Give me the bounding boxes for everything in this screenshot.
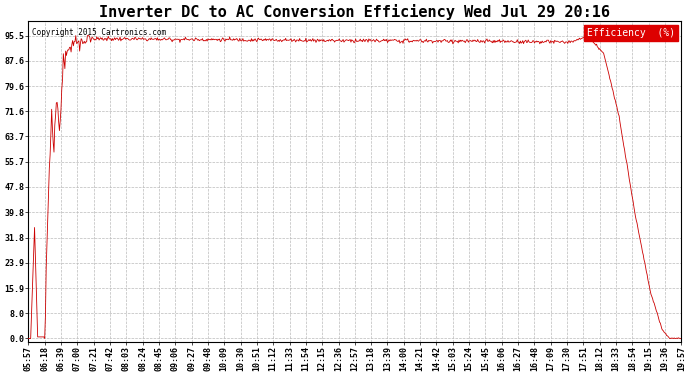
Title: Inverter DC to AC Conversion Efficiency Wed Jul 29 20:16: Inverter DC to AC Conversion Efficiency … bbox=[99, 4, 611, 20]
Text: Copyright 2015 Cartronics.com: Copyright 2015 Cartronics.com bbox=[32, 28, 166, 37]
Text: Efficiency  (%): Efficiency (%) bbox=[586, 28, 675, 38]
